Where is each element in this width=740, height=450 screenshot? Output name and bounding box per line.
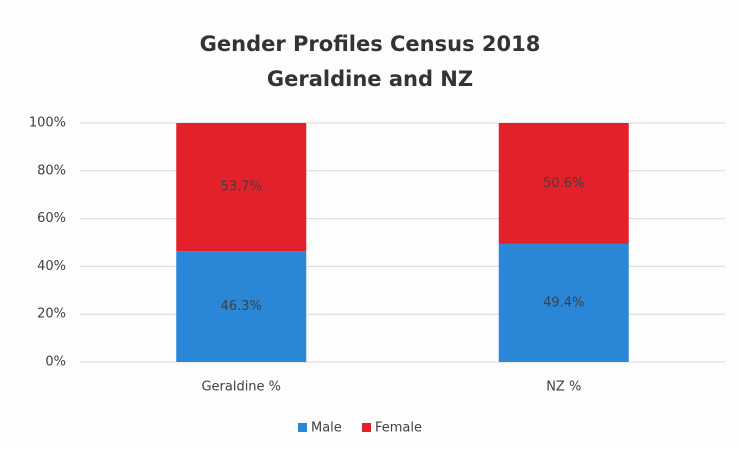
bar-segment bbox=[498, 243, 629, 362]
x-tick-label: Geraldine % bbox=[201, 380, 281, 395]
y-tick-label: 0% bbox=[45, 355, 66, 370]
chart-subtitle: Geraldine and NZ bbox=[267, 67, 473, 91]
legend-swatch bbox=[298, 423, 307, 432]
data-label: 49.4% bbox=[543, 295, 584, 310]
x-tick-label: NZ % bbox=[546, 380, 581, 395]
bar-segment bbox=[498, 123, 629, 244]
y-tick-label: 40% bbox=[37, 259, 66, 274]
y-tick-label: 60% bbox=[37, 211, 66, 226]
data-label: 46.3% bbox=[221, 299, 262, 314]
legend-swatch bbox=[362, 423, 371, 432]
y-tick-label: 20% bbox=[37, 307, 66, 322]
y-tick-label: 80% bbox=[37, 163, 66, 178]
data-label: 50.6% bbox=[543, 176, 584, 191]
bar-segment bbox=[176, 251, 307, 362]
y-tick-label: 100% bbox=[29, 116, 66, 131]
legend-label: Male bbox=[311, 421, 342, 436]
data-label: 53.7% bbox=[221, 180, 262, 195]
bar-segment bbox=[176, 123, 307, 252]
legend-label: Female bbox=[375, 421, 422, 436]
chart-title: Gender Profiles Census 2018 bbox=[200, 32, 541, 56]
